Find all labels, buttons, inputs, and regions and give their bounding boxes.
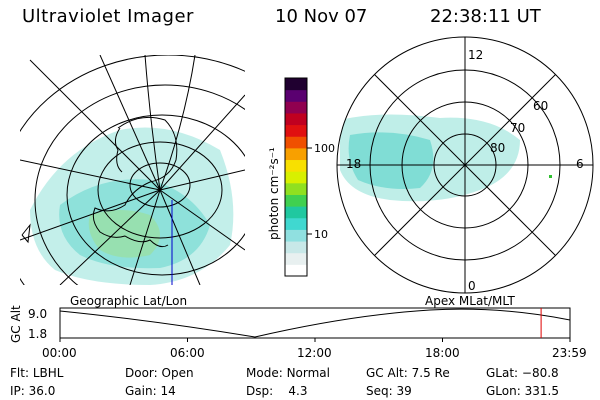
ip-value: 36.0 — [28, 384, 56, 398]
alt-xtick-1800: 18:00 — [425, 346, 460, 360]
observation-date: 10 Nov 07 — [275, 6, 368, 27]
colorbar-tick-10: 10 — [314, 228, 328, 241]
colorbar-unit-label: photon cm⁻²s⁻¹ — [267, 147, 281, 240]
colorbar-tick-100: 100 — [314, 142, 335, 155]
apex-panel-label: Apex MLat/MLT — [425, 294, 515, 308]
mlt-label-12: 12 — [468, 48, 483, 62]
observation-time: 22:38:11 UT — [430, 6, 541, 27]
mlat-label-80: 80 — [490, 141, 505, 155]
alt-xtick-0000: 00:00 — [42, 346, 77, 360]
glat-field: GLat: −80.8 — [486, 366, 559, 380]
glon-field: GLon: 331.5 — [486, 384, 559, 398]
seq-field: Seq: 39 — [366, 384, 412, 398]
colorbar-segment — [285, 147, 307, 161]
colorbar-segment — [285, 136, 307, 149]
colorbar-segment — [285, 159, 307, 172]
filter-value: LBHL — [32, 366, 64, 380]
alt-ytick-1-8: 1.8 — [28, 327, 47, 341]
dsp-field: Dsp: 4.3 — [246, 384, 308, 398]
mode-value: Normal — [286, 366, 330, 380]
mlat-label-70: 70 — [510, 121, 525, 135]
alt-xtick-1200: 12:00 — [297, 346, 332, 360]
mlat-label-60: 60 — [533, 99, 548, 113]
geo-coastline — [92, 116, 178, 248]
mlt-label-6: 6 — [576, 157, 584, 171]
seq-value: 39 — [396, 384, 412, 398]
mode-field: Mode: Normal — [246, 366, 330, 380]
instrument-title: Ultraviolet Imager — [22, 6, 194, 27]
colorbar-segment — [285, 78, 307, 91]
colorbar-segment — [285, 89, 307, 102]
door-value: Open — [161, 366, 194, 380]
glat-value: −80.8 — [521, 366, 559, 380]
gain-field: Gain: 14 — [125, 384, 176, 398]
alt-ytick-9: 9.0 — [28, 307, 47, 321]
colorbar-segment — [285, 124, 307, 137]
geo-panel-label: Geographic Lat/Lon — [70, 294, 188, 308]
gcalt-value: 7.5 Re — [411, 366, 450, 380]
colorbar-segment — [285, 101, 307, 114]
colorbar-segment — [285, 112, 307, 126]
alt-ylabel: GC Alt — [9, 305, 23, 343]
door-field: Door: Open — [125, 366, 194, 380]
mlt-label-0: 0 — [468, 279, 476, 293]
colorbar-segment — [285, 229, 307, 242]
alt-xtick-2359: 23:59 — [552, 346, 587, 360]
colorbar-segment — [285, 241, 307, 254]
colorbar-segment — [285, 252, 307, 265]
gcalt-field: GC Alt: 7.5 Re — [366, 366, 450, 380]
colorbar-segment — [285, 182, 307, 195]
altitude-curve — [59, 308, 571, 338]
gain-value: 14 — [160, 384, 176, 398]
dsp-value: 4.3 — [288, 384, 308, 398]
alt-xtick-0600: 06:00 — [170, 346, 205, 360]
colorbar-segment — [285, 217, 307, 230]
filter-field: Flt: LBHL — [10, 366, 64, 380]
ip-field: IP: 36.0 — [10, 384, 56, 398]
mlt-label-18: 18 — [346, 157, 361, 171]
colorbar-segment — [285, 264, 307, 277]
glon-value: 331.5 — [524, 384, 559, 398]
colorbar-segment — [285, 171, 307, 184]
colorbar-segment — [285, 194, 307, 207]
colorbar-segment — [285, 206, 307, 219]
